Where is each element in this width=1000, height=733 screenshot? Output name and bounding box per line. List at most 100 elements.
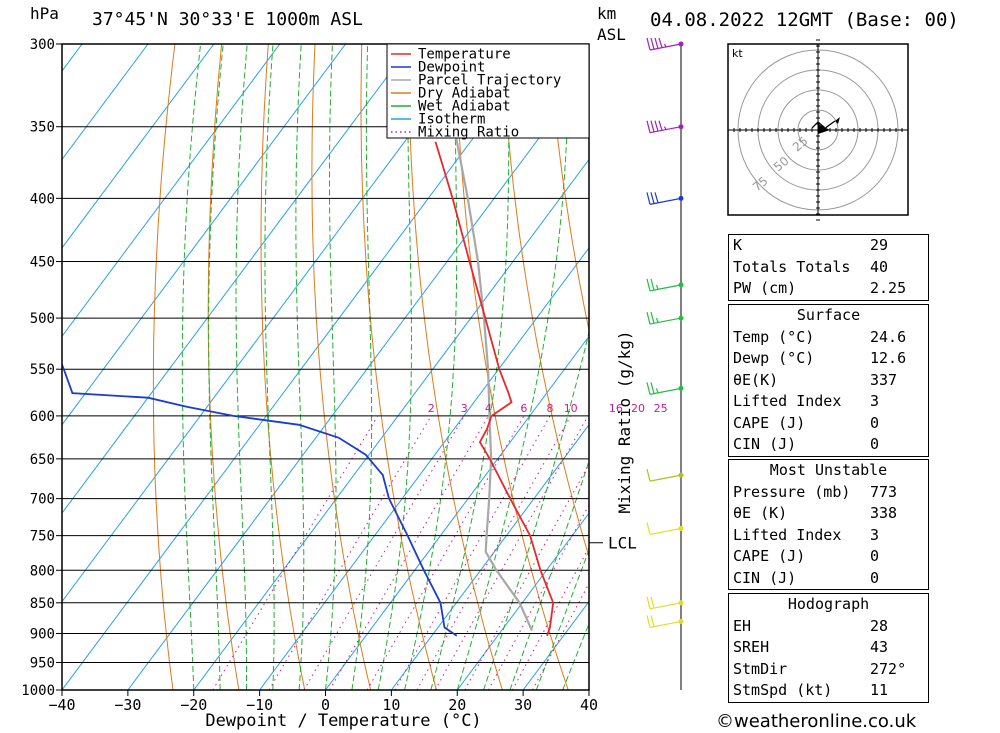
wind-barb-half-flag [663,126,667,130]
x-axis-title: Dewpoint / Temperature (°C) [205,711,481,731]
wind-level-dot [678,472,684,478]
wind-level-dot [678,124,684,130]
wind-barb-flag [654,37,659,49]
temperature-tick-label: 20 [448,696,466,714]
wind-barb-flag [646,311,651,325]
most-unstable-table: Most Unstable Pressure (mb) 773 θE (K) 338… [728,459,929,590]
pressure-tick-label: 400 [30,191,55,207]
wind-barb-flag [650,311,655,324]
surface-row: CIN (J) 0 [733,435,880,453]
surface-row: CAPE (J) 0 [733,413,880,432]
isotherm-line [62,44,412,514]
wet-adiabat-line [430,44,510,690]
pressure-tick-label: 900 [30,626,55,642]
lcl-label: LCL [608,534,637,553]
mixing-ratio-label: 2 [428,402,435,415]
asl-unit-label: ASL [597,25,626,44]
hodograph-row: EH 28 [733,616,889,635]
wind-barb [646,311,684,325]
pressure-tick-label: 300 [30,37,55,53]
wet-adiabat-line [377,44,412,690]
temperature-tick-label: 0 [321,696,330,714]
wind-barb [646,468,684,482]
wind-barb-flag [646,596,651,609]
isotherm-line [62,44,215,249]
wet-adiabat-line [351,44,373,690]
location-title: 37°45'N 30°33'E 1000m ASL [92,9,363,30]
wind-barb [646,382,684,395]
legend-label: Dewpoint [418,60,485,76]
wind-level-dot [678,385,684,391]
wind-barb-flag [658,37,663,48]
pressure-tick-label: 500 [30,311,55,327]
mixing-ratio-label: 3 [461,402,468,415]
hodograph-table: Hodograph EH 28 SREH 43 StmDir 272° StmSpd … [728,593,929,703]
mixing-ratio-label: 16 [609,402,623,415]
mixing-ratio-label: 20 [631,402,645,415]
temperature-tick-label: −10 [246,696,273,714]
mixing-ratio-axis-title: Mixing Ratio (g/kg) [615,330,634,513]
dry-adiabat-line [548,44,589,333]
pressure-tick-label: 1000 [21,683,55,699]
legend-label: Isotherm [418,112,485,128]
index-row-k: K 29 [733,236,889,254]
pressure-tick-label: 850 [30,596,55,612]
hpa-unit-label: hPa [30,4,59,23]
wind-barb-column [646,37,684,690]
legend-label: Mixing Ratio [418,125,519,141]
wind-level-dot [678,618,684,624]
mixing-ratio-label: 4 [485,402,492,415]
pressure-tick-label: 600 [30,409,55,425]
wind-level-dot [678,525,684,531]
wind-barb-half-flag [655,388,659,393]
wind-barb [646,596,684,610]
isotherm-line [325,335,589,690]
temperature-profile [434,141,555,637]
wind-barb-flag [646,382,651,395]
isotherm-line [390,423,589,690]
wind-barb-staff [649,602,682,610]
wind-barb-staff [649,387,682,395]
storm-motion-marker [818,124,830,134]
pressure-tick-label: 350 [30,120,55,136]
wind-barb-flag [650,120,655,133]
dry-adiabat-line [311,44,372,690]
indices-table: K 29 Totals Totals 40 PW (cm) 2.25 [728,234,929,301]
wet-adiabat-line [509,459,589,690]
dry-adiabat-line [152,44,176,690]
credit-link[interactable]: ©weatheronline.co.uk [716,711,917,732]
isotherm-line [62,44,478,603]
surface-table: Surface Temp (°C) 24.6 Dewp (°C) 12.6 θE(K… [728,304,929,457]
wind-barb [646,278,684,292]
isotherm-line [259,247,589,690]
wind-level-dot [678,195,684,201]
index-row-totals: Totals Totals 40 [733,257,889,276]
isotherm-line [193,158,589,690]
temperature-tick-label: 30 [514,696,532,714]
wind-level-dot [678,282,684,288]
surface-row: Temp (°C) 24.6 [733,327,907,346]
wet-adiabat-line [235,44,248,690]
pressure-tick-label: 750 [30,529,55,545]
most-unstable-row: Pressure (mb) 773 [733,482,898,501]
legend-frame [386,43,590,139]
wind-barb-flag [650,382,655,394]
most-unstable-row: θE (K) 338 [733,504,898,522]
pressure-tick-label: 450 [30,255,55,271]
hodograph-row: SREH 43 [733,638,889,656]
wind-barb-half-flag [655,284,659,290]
wind-barb-staff [649,474,682,482]
wind-barb-flag [646,192,651,205]
wind-barb-flag [650,278,655,291]
most-unstable-row: Lifted Index 3 [733,525,880,544]
temperature-tick-label: 10 [382,696,400,714]
wind-barb-flag [646,37,651,51]
wet-adiabat-line [483,330,589,690]
isotherm-line [127,70,589,690]
km-unit-label: km [597,4,617,23]
wind-barb-flag [650,615,655,627]
legend-label: Dry Adiabat [418,86,511,102]
wind-barb-flag [646,120,651,133]
